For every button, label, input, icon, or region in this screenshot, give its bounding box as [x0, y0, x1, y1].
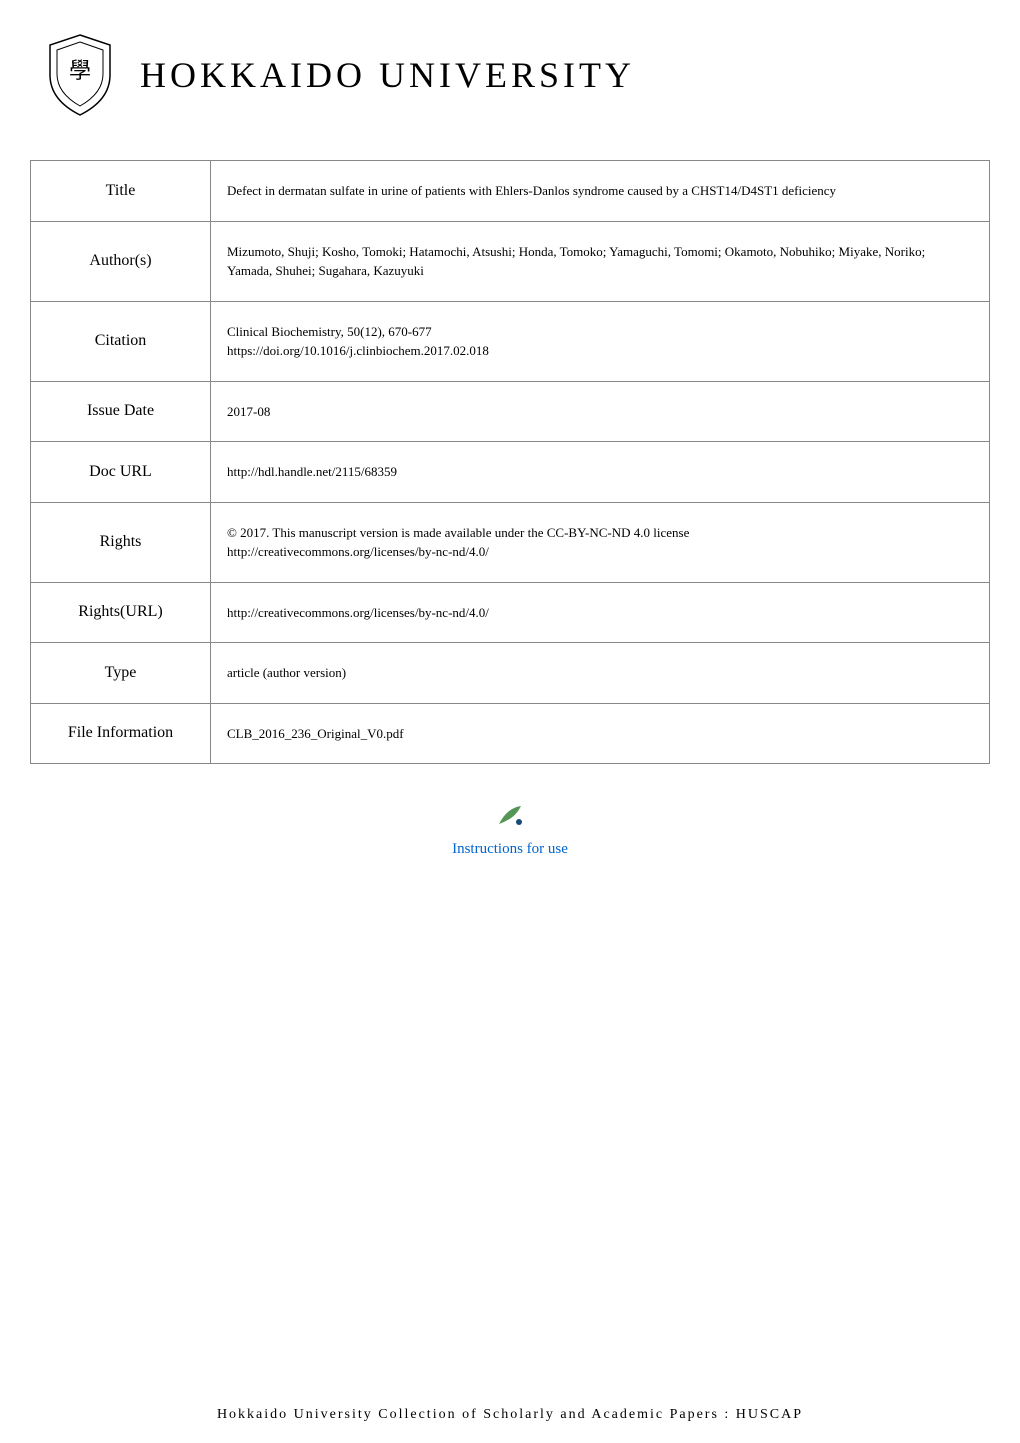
meta-value: Defect in dermatan sulfate in urine of p…	[211, 161, 990, 222]
meta-label: Doc URL	[31, 442, 211, 503]
feather-icon	[495, 804, 525, 828]
meta-value: 2017-08	[211, 381, 990, 442]
meta-value: © 2017. This manuscript version is made …	[211, 502, 990, 582]
table-row: Title Defect in dermatan sulfate in urin…	[31, 161, 990, 222]
metadata-table: Title Defect in dermatan sulfate in urin…	[30, 160, 990, 764]
university-name: HOKKAIDO UNIVERSITY	[140, 54, 635, 96]
meta-value: Mizumoto, Shuji; Kosho, Tomoki; Hatamoch…	[211, 221, 990, 301]
page-footer: Hokkaido University Collection of Schola…	[0, 1407, 1020, 1423]
meta-value: article (author version)	[211, 643, 990, 704]
table-row: Rights © 2017. This manuscript version i…	[31, 502, 990, 582]
meta-label: Rights(URL)	[31, 582, 211, 643]
page-header: 學 HOKKAIDO UNIVERSITY	[0, 0, 1020, 140]
meta-value: http://hdl.handle.net/2115/68359	[211, 442, 990, 503]
meta-label: Author(s)	[31, 221, 211, 301]
meta-value: Clinical Biochemistry, 50(12), 670-677 h…	[211, 301, 990, 381]
table-row: Type article (author version)	[31, 643, 990, 704]
meta-label: Title	[31, 161, 211, 222]
meta-label: Issue Date	[31, 381, 211, 442]
meta-label: Citation	[31, 301, 211, 381]
instructions-link[interactable]: Instructions for use	[0, 841, 1020, 858]
meta-value: CLB_2016_236_Original_V0.pdf	[211, 703, 990, 764]
table-row: File Information CLB_2016_236_Original_V…	[31, 703, 990, 764]
table-row: Citation Clinical Biochemistry, 50(12), …	[31, 301, 990, 381]
table-row: Issue Date 2017-08	[31, 381, 990, 442]
instructions-section: Instructions for use	[0, 804, 1020, 858]
table-row: Author(s) Mizumoto, Shuji; Kosho, Tomoki…	[31, 221, 990, 301]
university-crest-icon: 學	[40, 30, 120, 120]
meta-value: http://creativecommons.org/licenses/by-n…	[211, 582, 990, 643]
table-row: Rights(URL) http://creativecommons.org/l…	[31, 582, 990, 643]
meta-label: File Information	[31, 703, 211, 764]
table-row: Doc URL http://hdl.handle.net/2115/68359	[31, 442, 990, 503]
svg-text:學: 學	[69, 58, 91, 83]
meta-label: Rights	[31, 502, 211, 582]
meta-label: Type	[31, 643, 211, 704]
